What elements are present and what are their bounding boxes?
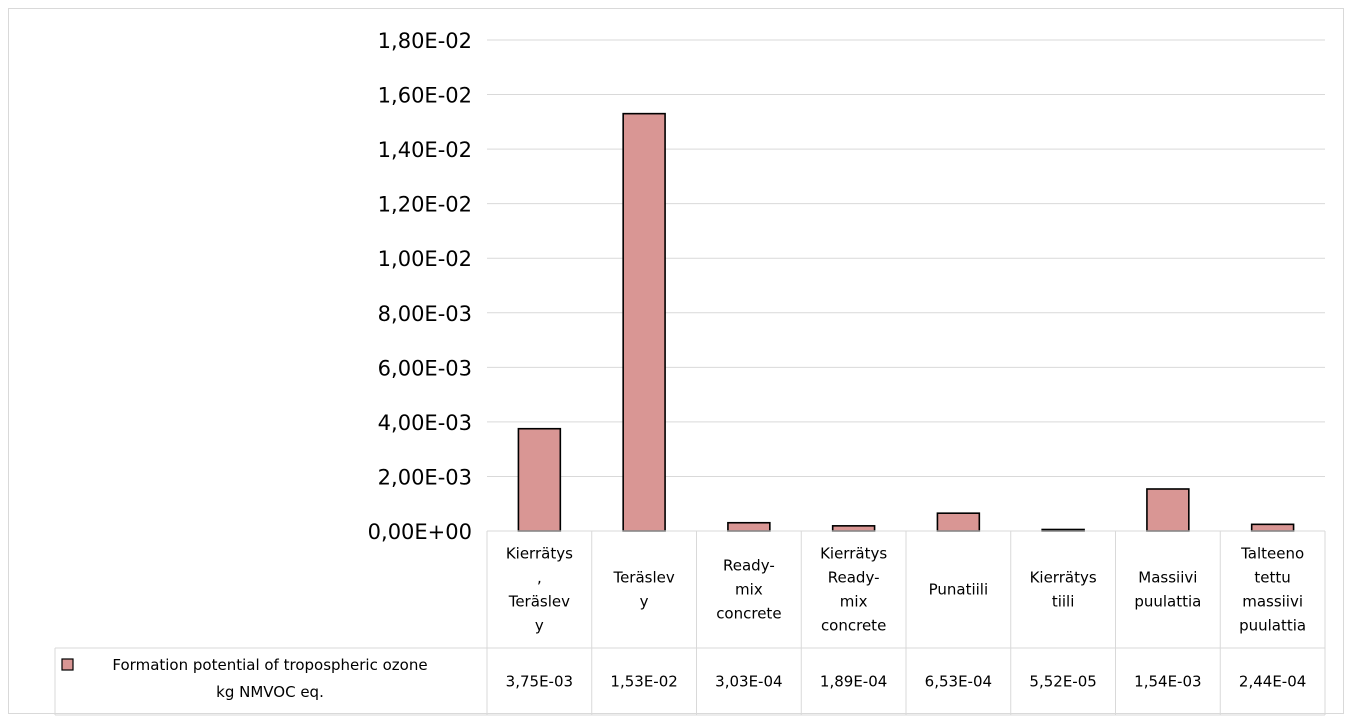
x-tick-label: Talteeno [1240, 545, 1304, 563]
x-tick-label: tiili [1052, 593, 1075, 611]
x-tick-label: concrete [716, 605, 781, 623]
y-tick-label: 6,00E-03 [378, 356, 472, 380]
data-label: 1,53E-02 [610, 673, 677, 691]
data-label: 2,44E-04 [1239, 673, 1306, 691]
y-tick-label: 0,00E+00 [368, 520, 472, 544]
bar [1146, 488, 1190, 532]
y-tick-label: 4,00E-03 [378, 411, 472, 435]
x-tick-label: Ready- [723, 557, 775, 575]
x-tick-label: Kierrätys [506, 545, 573, 563]
data-label: 1,54E-03 [1134, 673, 1201, 691]
data-label: 3,03E-04 [715, 673, 782, 691]
x-tick-label: Massiivi [1138, 569, 1197, 587]
data-label: 3,75E-03 [506, 673, 573, 691]
y-tick-label: 8,00E-03 [378, 302, 472, 326]
bar [936, 512, 981, 532]
y-tick-label: 1,80E-02 [378, 29, 472, 53]
data-label: 6,53E-04 [925, 673, 992, 691]
y-tick-label: 1,60E-02 [378, 84, 472, 108]
x-tick-label: puulattia [1239, 617, 1306, 635]
x-tick-label: mix [735, 581, 763, 599]
legend-label: Formation potential of tropospheric ozon… [112, 656, 427, 674]
y-tick-label: 1,40E-02 [378, 138, 472, 162]
x-tick-label: Kierrätys [820, 545, 887, 563]
bar [831, 525, 876, 532]
x-tick-label: Teräslev [612, 569, 674, 587]
y-tick-label: 2,00E-03 [378, 465, 472, 489]
bar [622, 112, 666, 532]
x-tick-label: Teräslev [508, 593, 570, 611]
x-tick-label: tettu [1254, 569, 1290, 587]
x-tick-label: massiivi [1242, 593, 1303, 611]
x-tick-label: Ready- [828, 569, 880, 587]
x-tick-label: concrete [821, 617, 886, 635]
y-tick-label: 1,20E-02 [378, 193, 472, 217]
chart-frame [8, 8, 1344, 714]
x-tick-label: puulattia [1134, 593, 1201, 611]
bar [1250, 523, 1295, 532]
bar [727, 521, 771, 532]
x-tick-label: y [535, 617, 544, 635]
x-tick-label: mix [840, 593, 868, 611]
x-tick-label: y [640, 593, 649, 611]
legend-label: kg NMVOC eq. [216, 683, 324, 701]
x-tick-label: Punatiili [929, 581, 989, 599]
legend-swatch [61, 658, 74, 671]
x-tick-label: Kierrätys [1030, 569, 1097, 587]
x-tick-label: , [537, 569, 542, 587]
data-label: 5,52E-05 [1029, 673, 1096, 691]
y-tick-label: 1,00E-02 [378, 247, 472, 271]
bar [517, 427, 562, 532]
data-label: 1,89E-04 [820, 673, 887, 691]
